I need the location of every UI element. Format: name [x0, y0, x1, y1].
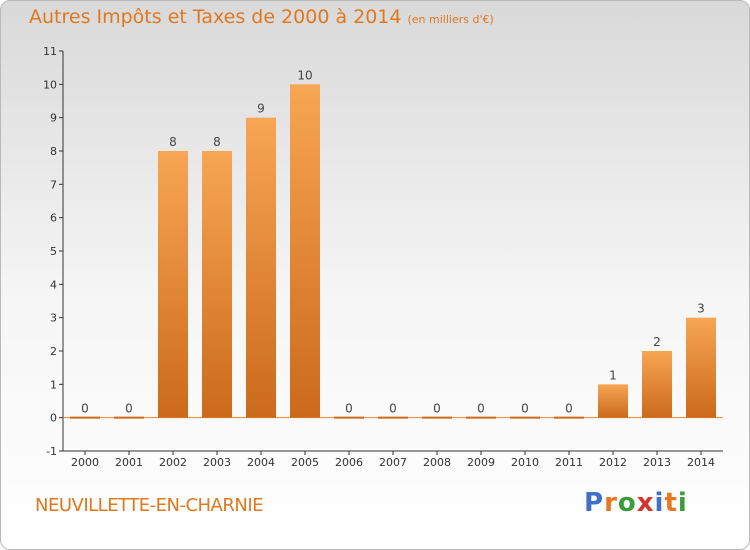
- x-tick-label: 2003: [203, 456, 231, 469]
- y-tick-label: 10: [43, 78, 57, 91]
- logo-letter: P: [584, 488, 605, 518]
- x-tick-label: 2011: [555, 456, 583, 469]
- x-tick-label: 2005: [291, 456, 319, 469]
- y-tick-label: 8: [50, 145, 57, 158]
- y-tick-label: 2: [50, 345, 57, 358]
- x-tick-label: 2006: [335, 456, 363, 469]
- logo-letter: x: [636, 488, 655, 518]
- data-label: 0: [565, 402, 573, 416]
- bar: [202, 151, 232, 418]
- bar: [598, 384, 628, 418]
- data-label: 10: [297, 68, 312, 82]
- x-tick-label: 2000: [71, 456, 99, 469]
- y-tick-label: 11: [43, 45, 57, 58]
- data-label: 0: [521, 402, 529, 416]
- y-tick-label: 4: [50, 278, 57, 291]
- data-label: 3: [697, 302, 705, 316]
- logo-letter: i: [654, 488, 665, 518]
- bar: [290, 84, 320, 418]
- y-tick-label: -1: [46, 445, 57, 458]
- x-tick-label: 2009: [467, 456, 495, 469]
- bar: [246, 117, 276, 418]
- x-tick-label: 2008: [423, 456, 451, 469]
- y-tick-label: 6: [50, 212, 57, 225]
- y-tick-label: 3: [50, 312, 57, 325]
- y-tick-label: 1: [50, 378, 57, 391]
- data-label: 0: [433, 402, 441, 416]
- y-tick-label: 0: [50, 412, 57, 425]
- x-tick-label: 2002: [159, 456, 187, 469]
- x-tick-label: 2014: [687, 456, 715, 469]
- data-label: 0: [389, 402, 397, 416]
- title-text: Autres Impôts et Taxes de 2000 à 2014: [29, 6, 402, 28]
- x-tick-label: 2007: [379, 456, 407, 469]
- x-tick-label: 2004: [247, 456, 275, 469]
- y-tick-label: 5: [50, 245, 57, 258]
- chart-title: Autres Impôts et Taxes de 2000 à 2014 (en…: [29, 6, 494, 28]
- commune-name: NEUVILLETTE-EN-CHARNIE: [35, 495, 264, 516]
- logo-letter: t: [664, 488, 678, 518]
- proxiti-logo: Proxiti: [584, 488, 688, 518]
- data-label: 1: [609, 368, 617, 382]
- x-tick-label: 2012: [599, 456, 627, 469]
- logo-letter: i: [677, 488, 688, 518]
- bar: [686, 317, 716, 418]
- data-label: 8: [169, 135, 177, 149]
- y-tick-label: 7: [50, 178, 57, 191]
- data-label: 0: [345, 402, 353, 416]
- x-tick-label: 2010: [511, 456, 539, 469]
- x-tick-label: 2013: [643, 456, 671, 469]
- bar: [642, 351, 672, 418]
- data-label: 0: [81, 402, 89, 416]
- data-label: 2: [653, 335, 661, 349]
- y-tick-label: 9: [50, 112, 57, 125]
- data-label: 9: [257, 102, 265, 116]
- data-label: 0: [477, 402, 485, 416]
- data-label: 0: [125, 402, 133, 416]
- data-label: 8: [213, 135, 221, 149]
- logo-letter: o: [617, 488, 637, 518]
- bar: [158, 151, 188, 418]
- logo-letter: r: [604, 488, 618, 518]
- x-tick-label: 2001: [115, 456, 143, 469]
- unit-text: (en milliers d'€): [407, 13, 494, 26]
